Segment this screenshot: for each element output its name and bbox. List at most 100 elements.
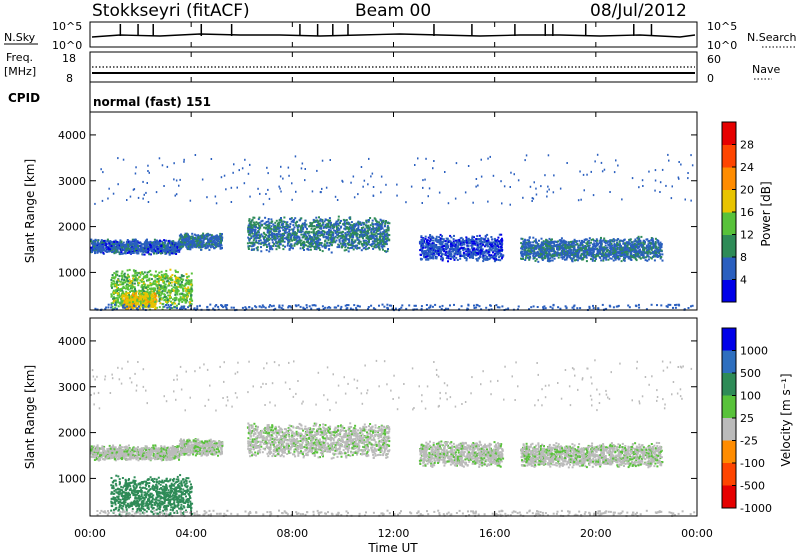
heatmap-cell (177, 241, 180, 244)
heatmap-cell (344, 232, 347, 235)
heatmap-cell (99, 248, 102, 251)
heatmap-cell (481, 241, 484, 243)
heatmap-cell (479, 247, 482, 250)
heatmap-cell (497, 243, 500, 246)
heatmap-cell (428, 240, 431, 243)
heatmap-cell (478, 234, 481, 237)
heatmap-cell (121, 252, 124, 255)
heatmap-cell (156, 243, 159, 246)
heatmap-cell (606, 246, 609, 249)
heatmap-cell (597, 243, 599, 246)
heatmap-cell (187, 247, 190, 249)
heatmap-cell (248, 233, 251, 236)
heatmap-cell (130, 242, 133, 244)
heatmap-cell (384, 238, 387, 240)
heatmap-cell (276, 226, 279, 229)
heatmap-cell (565, 258, 568, 261)
heatmap-cell (500, 233, 503, 236)
heatmap-cell (551, 259, 554, 262)
heatmap-cell (249, 230, 252, 233)
heatmap-cell (480, 237, 483, 240)
heatmap-cell (292, 224, 295, 227)
heatmap-cell (484, 234, 487, 237)
heatmap-cell (171, 246, 173, 249)
heatmap-cell (247, 227, 250, 230)
heatmap-cell (147, 246, 149, 249)
heatmap-cell (641, 256, 644, 259)
heatmap-cell (372, 223, 374, 226)
heatmap-cell (264, 216, 267, 219)
heatmap-cell (483, 245, 486, 248)
heatmap-cell (207, 233, 210, 236)
heatmap-cell (521, 245, 523, 248)
heatmap-cell (221, 236, 224, 239)
heatmap-cell (161, 240, 164, 243)
heatmap-cell (144, 248, 147, 251)
heatmap-cell (426, 246, 429, 248)
heatmap-cell (305, 236, 308, 239)
heatmap-cell (614, 247, 617, 250)
heatmap-cell (482, 260, 485, 263)
heatmap-cell (307, 245, 310, 248)
heatmap-cell (317, 220, 320, 223)
heatmap-cell (595, 254, 598, 257)
heatmap-cell (111, 247, 114, 250)
heatmap-cell (248, 239, 251, 242)
heatmap-cell (94, 238, 97, 241)
heatmap-cell (558, 239, 561, 242)
heatmap-cell (383, 238, 385, 241)
heatmap-cell (458, 248, 461, 251)
heatmap-cell (478, 243, 481, 246)
heatmap-cell (91, 251, 93, 253)
heatmap-cell (209, 240, 212, 243)
heatmap-cell (446, 237, 449, 240)
heatmap-cell (422, 246, 425, 249)
heatmap-cell (213, 239, 216, 242)
heatmap-cell (162, 245, 165, 248)
heatmap-cell (603, 241, 606, 243)
heatmap-cell (141, 253, 144, 256)
heatmap-cell (324, 239, 327, 242)
heatmap-cell (213, 247, 216, 250)
heatmap-cell (104, 247, 107, 250)
heatmap-cell (562, 239, 565, 242)
heatmap-cell (605, 258, 608, 261)
heatmap-cell (274, 221, 277, 224)
heatmap-cell (170, 244, 173, 247)
heatmap-cell (658, 255, 661, 258)
heatmap-cell (468, 253, 470, 256)
heatmap-cell (338, 228, 341, 231)
heatmap-cell (106, 250, 109, 253)
heatmap-cell (119, 253, 122, 255)
heatmap-cell (257, 222, 260, 225)
heatmap-cell (254, 226, 257, 229)
heatmap-cell (119, 239, 122, 242)
heatmap-cell (324, 225, 327, 228)
heatmap-cell (315, 216, 318, 219)
heatmap-cell (96, 251, 99, 254)
heatmap-cell (378, 248, 381, 251)
heatmap-cell (600, 236, 602, 239)
heatmap-cell (452, 238, 455, 241)
heatmap-cell (268, 247, 271, 250)
heatmap-cell (137, 245, 140, 248)
heatmap-cell (422, 237, 424, 240)
heatmap-cell (521, 250, 524, 253)
heatmap-cell (310, 245, 313, 248)
heatmap-cell (462, 253, 465, 256)
heatmap-cell (457, 246, 459, 249)
heatmap-cell (378, 243, 381, 246)
heatmap-cell (362, 226, 365, 229)
heatmap-cell (590, 258, 592, 261)
heatmap-cell (168, 253, 171, 256)
heatmap-cell (187, 233, 189, 236)
heatmap-cell (196, 240, 199, 243)
heatmap-cell (370, 232, 373, 235)
power-heatmap-marks (90, 153, 694, 312)
heatmap-cell (640, 235, 643, 238)
heatmap-cell (321, 223, 324, 226)
heatmap-cell (98, 247, 100, 250)
heatmap-cell (134, 250, 137, 252)
heatmap-cell (100, 241, 103, 244)
heatmap-cell (102, 244, 104, 247)
